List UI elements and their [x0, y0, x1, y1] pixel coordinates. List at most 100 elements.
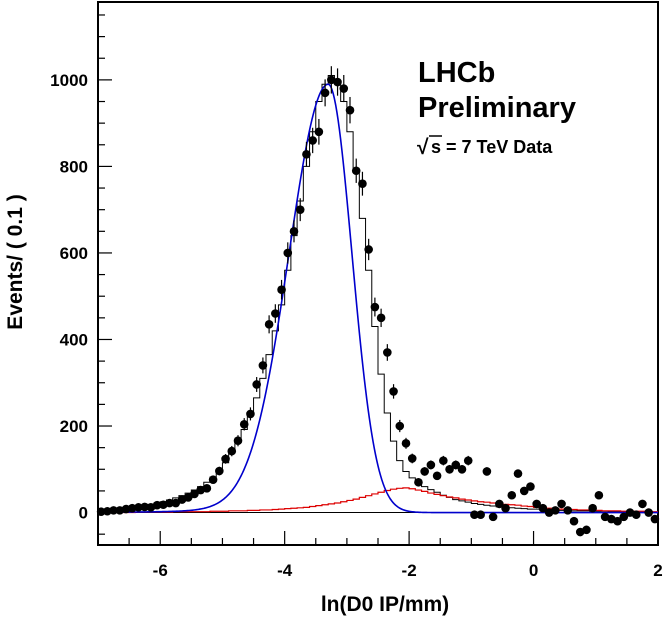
data-marker — [134, 503, 143, 512]
data-marker — [563, 506, 573, 515]
data-point — [650, 514, 660, 524]
x-tick-label: 0 — [529, 561, 538, 580]
data-marker — [463, 456, 473, 465]
lhcb-annotation: LHCb Preliminary √ s = 7 TeV Data — [417, 57, 576, 159]
data-marker — [96, 507, 106, 516]
data-marker — [233, 436, 243, 446]
data-point — [495, 499, 504, 509]
data-point — [364, 238, 373, 261]
data-marker — [252, 380, 261, 389]
data-marker — [302, 149, 311, 159]
data-point — [445, 464, 454, 474]
data-marker — [152, 500, 162, 510]
data-marker — [401, 439, 411, 448]
data-marker — [339, 84, 349, 93]
data-marker — [358, 179, 367, 189]
data-point — [426, 460, 436, 470]
data-point — [532, 499, 541, 509]
data-marker — [631, 510, 641, 520]
y-tick-label: 0 — [79, 504, 88, 523]
data-point — [221, 454, 230, 464]
data-marker — [258, 361, 268, 370]
data-point — [557, 499, 566, 509]
data-point — [165, 498, 174, 508]
data-point — [526, 482, 535, 491]
data-marker — [613, 516, 622, 526]
data-point — [283, 242, 293, 264]
data-marker — [644, 508, 653, 517]
data-marker — [395, 421, 405, 431]
data-marker — [140, 502, 149, 512]
data-marker — [414, 477, 423, 487]
data-point — [215, 466, 224, 476]
data-point — [476, 510, 485, 520]
data-marker — [619, 512, 629, 522]
annotation-energy: s = 7 TeV Data — [431, 137, 553, 157]
data-marker — [470, 510, 479, 520]
data-point — [252, 377, 261, 392]
data-marker — [638, 499, 647, 509]
data-marker — [289, 227, 299, 236]
x-tick-label: -4 — [277, 561, 293, 580]
data-point — [631, 510, 641, 520]
data-point — [563, 506, 573, 515]
data-point — [638, 499, 647, 509]
data-point — [519, 486, 529, 496]
data-point — [395, 419, 405, 433]
data-point — [582, 525, 591, 535]
data-point — [569, 516, 579, 526]
data-point — [351, 158, 361, 183]
data-marker — [451, 460, 461, 470]
data-marker — [246, 409, 255, 419]
data-marker — [551, 506, 560, 515]
sqrt-symbol: √ — [417, 136, 429, 159]
data-point — [190, 489, 199, 499]
data-marker — [333, 77, 342, 87]
data-marker — [383, 348, 392, 357]
data-point — [376, 308, 386, 328]
annotation-preliminary: Preliminary — [418, 92, 576, 124]
x-tick-labels: -6 -4 -2 0 2 — [153, 561, 663, 580]
data-point — [208, 475, 218, 484]
y-tick-label: 400 — [60, 330, 88, 349]
x-tick-label: 2 — [653, 561, 662, 580]
data-point — [432, 471, 442, 481]
data-marker — [351, 166, 361, 176]
data-marker — [320, 88, 330, 98]
data-marker — [271, 309, 280, 318]
data-marker — [507, 490, 517, 500]
y-tick-label: 600 — [60, 244, 88, 263]
data-point — [258, 357, 268, 374]
data-marker — [445, 464, 454, 474]
data-marker — [208, 475, 218, 484]
y-tick-label: 1000 — [50, 71, 88, 90]
data-marker — [432, 471, 442, 481]
data-marker — [215, 466, 224, 476]
fit-curve — [97, 83, 658, 514]
data-point — [501, 503, 510, 513]
data-marker — [482, 467, 492, 476]
data-point — [264, 315, 274, 334]
data-marker — [221, 454, 230, 464]
data-marker — [538, 503, 548, 513]
data-marker — [165, 498, 174, 508]
data-marker — [370, 302, 380, 312]
x-axis-title: ln(D0 IP/mm) — [321, 593, 449, 616]
data-point — [233, 435, 243, 447]
data-point — [482, 467, 492, 476]
data-point — [345, 96, 355, 124]
data-marker — [513, 469, 523, 478]
data-point — [289, 220, 299, 243]
y-axis-title: Events/ ( 0.1 ) — [4, 194, 27, 329]
data-marker — [557, 499, 566, 509]
data-marker — [495, 499, 504, 509]
data-marker — [109, 506, 118, 515]
data-marker — [439, 456, 448, 465]
data-marker — [650, 514, 660, 524]
data-point — [588, 503, 597, 513]
x-axis-ticks — [97, 531, 659, 545]
data-point — [451, 460, 461, 470]
x-tick-label: -6 — [153, 561, 168, 580]
data-marker — [476, 510, 485, 520]
data-marker — [582, 525, 591, 535]
